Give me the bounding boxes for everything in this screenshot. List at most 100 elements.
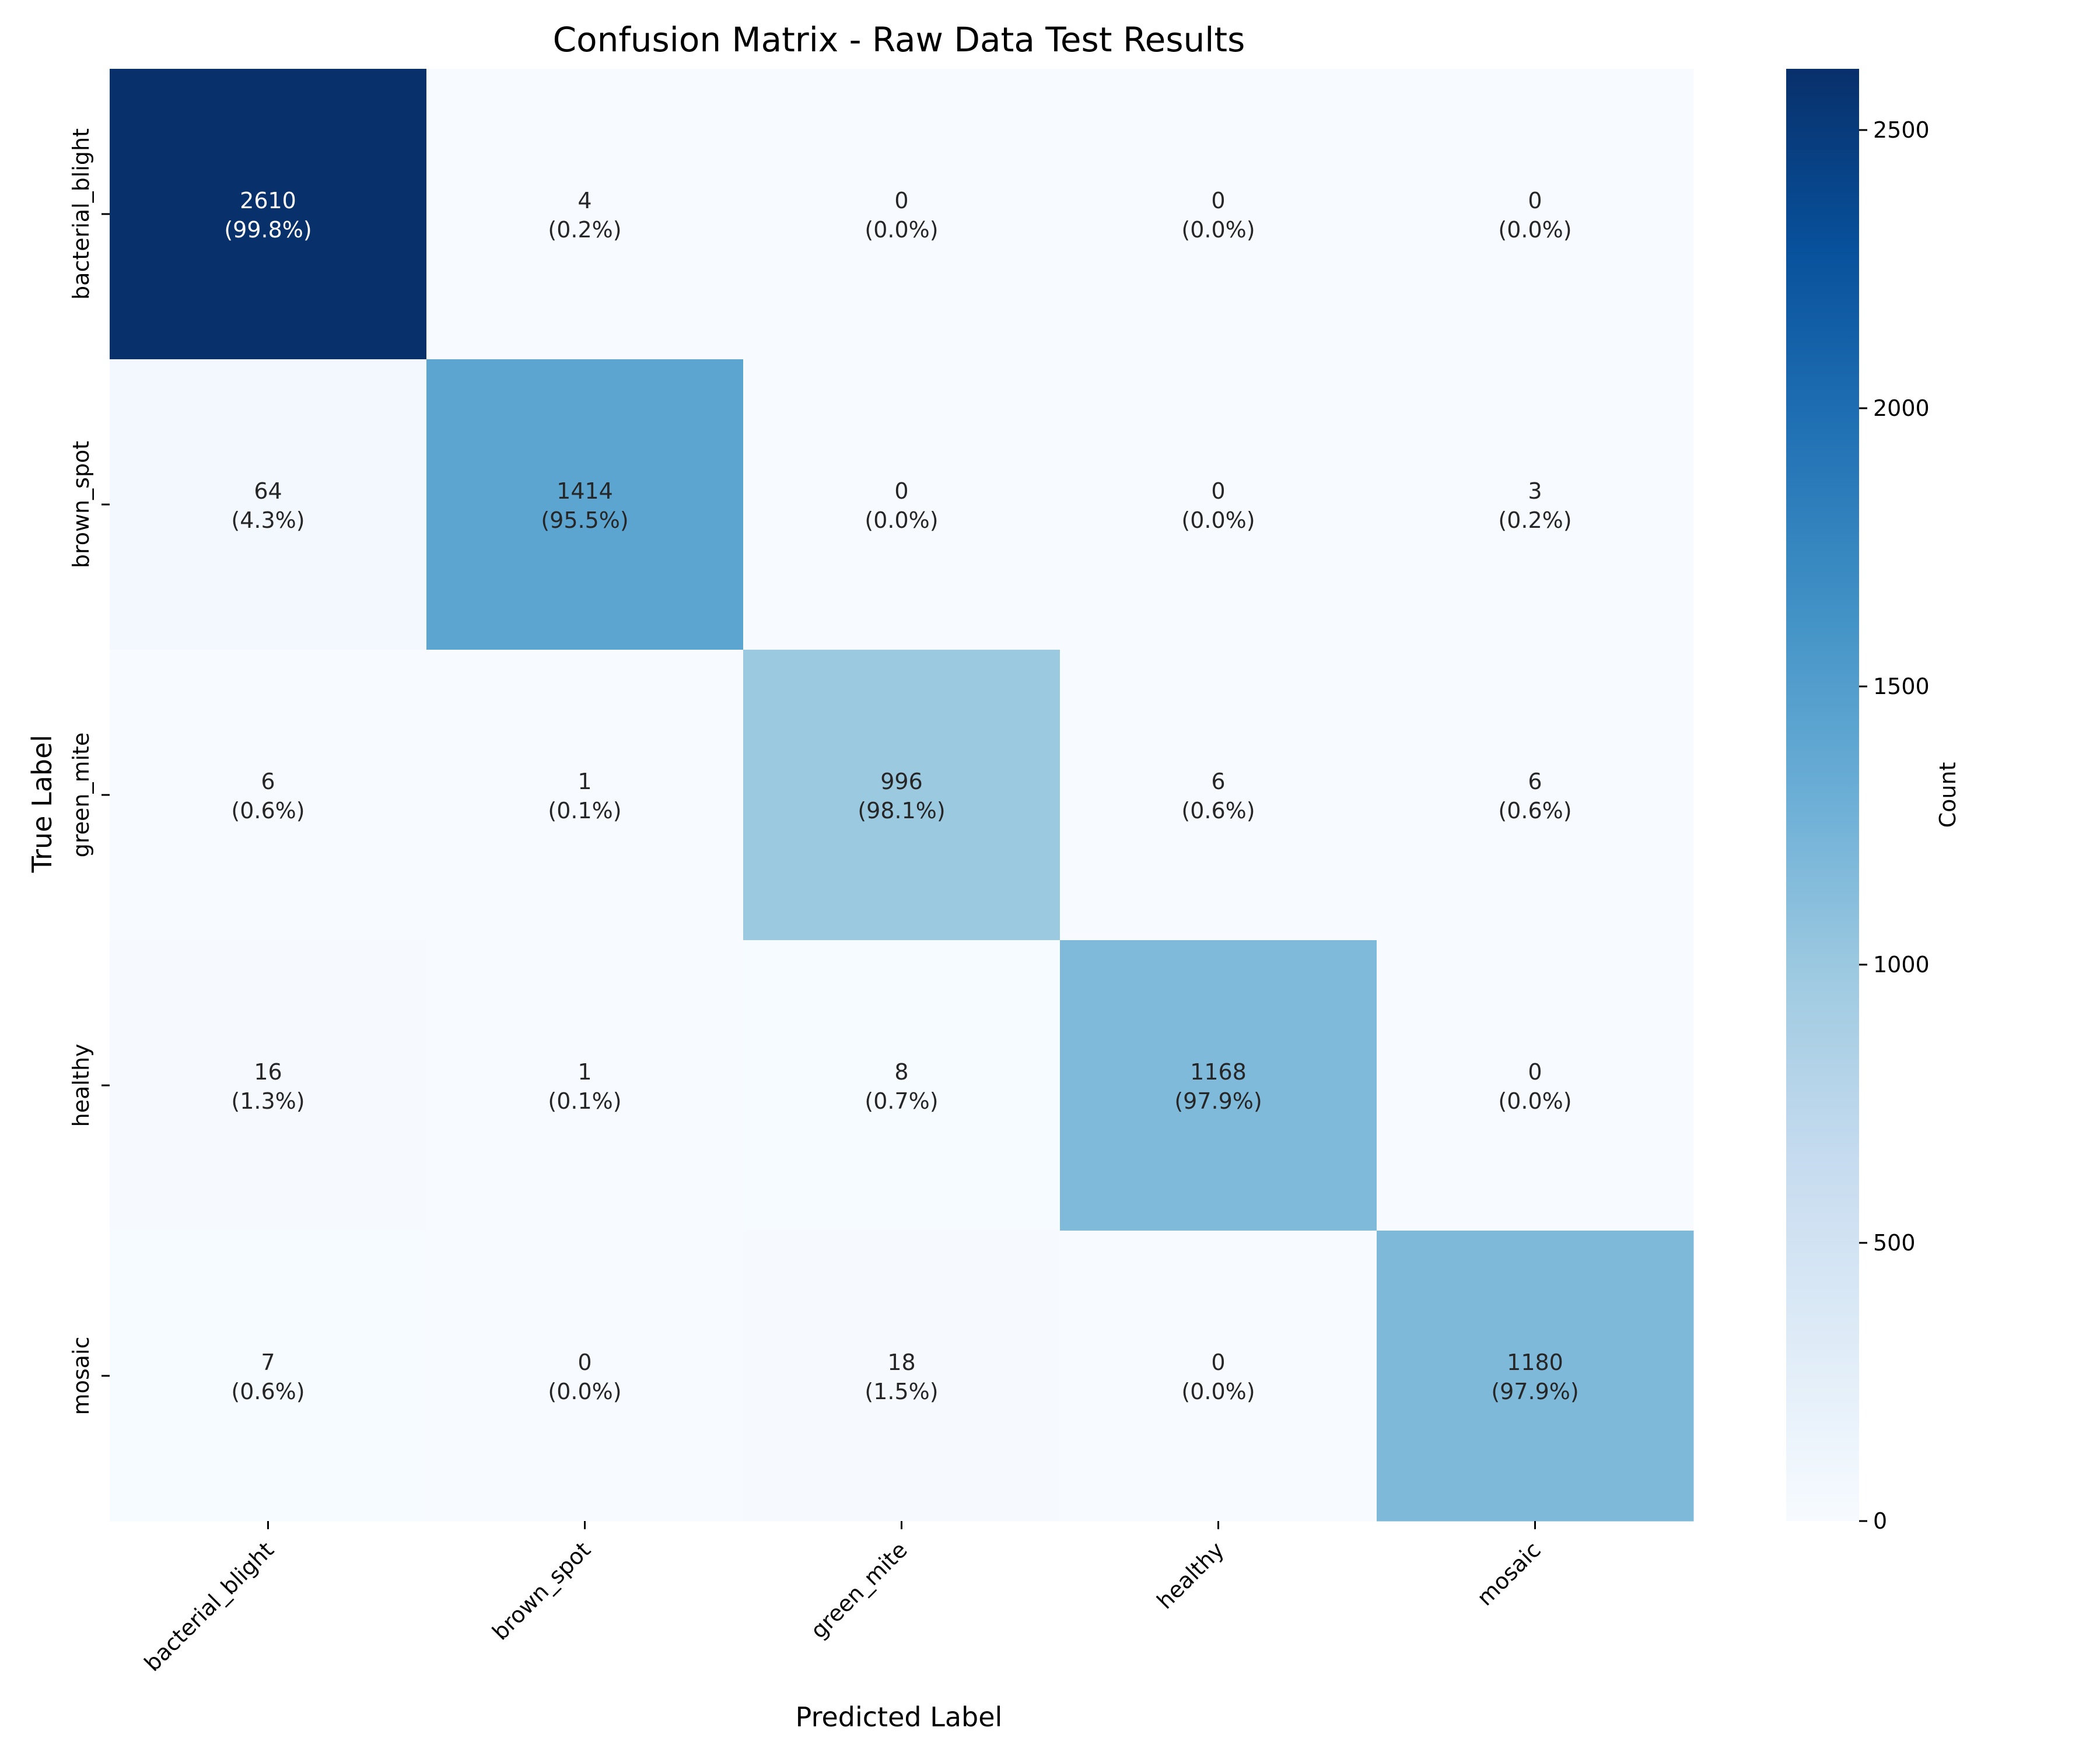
heatmap-cell	[1060, 1231, 1377, 1522]
cell-percent-label: (0.0%)	[864, 507, 938, 533]
cell-count-label: 0	[894, 188, 908, 213]
x-tick-label: mosaic	[1472, 1537, 1545, 1610]
cell-percent-label: (4.3%)	[231, 507, 304, 533]
cell-percent-label: (0.1%)	[548, 1088, 621, 1114]
heatmap-cell	[1377, 359, 1694, 650]
cell-percent-label: (1.5%)	[864, 1379, 938, 1404]
cell-count-label: 64	[254, 478, 282, 504]
chart-title: Confusion Matrix - Raw Data Test Results	[553, 20, 1245, 59]
cell-count-label: 4	[578, 188, 592, 213]
cell-count-label: 2610	[240, 188, 296, 213]
colorbar-tick-label: 2000	[1873, 395, 1930, 421]
x-tick-label: green_mite	[806, 1537, 912, 1644]
heatmap-cell	[743, 650, 1060, 941]
colorbar-gradient	[1786, 69, 1859, 1521]
cell-count-label: 0	[1211, 188, 1225, 213]
x-axis-label: Predicted Label	[796, 1701, 1003, 1733]
heatmap-cell	[1377, 940, 1694, 1231]
y-tick-label: healthy	[68, 1044, 94, 1127]
cell-percent-label: (0.2%)	[1498, 507, 1572, 533]
colorbar-tick-label: 500	[1873, 1230, 1916, 1256]
heatmap-cell	[743, 69, 1060, 360]
heatmap-cells	[110, 69, 1694, 1522]
cell-count-label: 3	[1528, 478, 1542, 504]
cell-percent-label: (0.0%)	[1181, 217, 1255, 243]
heatmap-cell	[110, 940, 427, 1231]
cell-count-label: 1168	[1190, 1059, 1247, 1085]
cell-count-label: 16	[254, 1059, 282, 1085]
y-tick-label: green_mite	[68, 733, 94, 858]
cell-count-label: 0	[1211, 1350, 1225, 1375]
colorbar-tick-label: 0	[1873, 1508, 1887, 1534]
cell-count-label: 6	[1528, 769, 1542, 794]
colorbar-ticks: 0 500 1000 1500 2000 2500	[1859, 117, 1930, 1534]
heatmap-cell	[1377, 69, 1694, 360]
heatmap-cell	[110, 69, 427, 360]
heatmap-cell	[1060, 359, 1377, 650]
x-tick-label: brown_spot	[487, 1537, 596, 1645]
heatmap-cell	[110, 650, 427, 941]
heatmap-cell	[1060, 650, 1377, 941]
cell-percent-label: (97.9%)	[1174, 1088, 1262, 1114]
heatmap-cell	[426, 940, 744, 1231]
cell-percent-label: (0.6%)	[1498, 798, 1572, 824]
heatmap-cell	[743, 1231, 1060, 1522]
cell-percent-label: (0.2%)	[548, 217, 621, 243]
cell-count-label: 1414	[556, 478, 613, 504]
cell-percent-label: (0.6%)	[1181, 798, 1255, 824]
heatmap-cell	[426, 359, 744, 650]
cell-count-label: 1	[578, 1059, 592, 1085]
cell-count-label: 0	[578, 1350, 592, 1375]
cell-percent-label: (0.0%)	[1181, 1379, 1255, 1404]
cell-count-label: 0	[894, 478, 908, 504]
heatmap-cell	[743, 359, 1060, 650]
cell-labels: 2610 (99.8%) 4 (0.2%) 0 (0.0%) 0 (0.0%) 0 (0.0%) 6…	[224, 188, 1578, 1404]
colorbar	[1786, 69, 1859, 1521]
x-tick-label: bacterial_blight	[139, 1537, 279, 1676]
colorbar-tick-label: 1500	[1873, 674, 1930, 699]
cell-percent-label: (0.0%)	[1181, 507, 1255, 533]
cell-count-label: 0	[1211, 478, 1225, 504]
cell-count-label: 6	[1211, 769, 1225, 794]
cell-percent-label: (0.0%)	[1498, 217, 1572, 243]
heatmap-cell	[426, 69, 744, 360]
colorbar-label: Count	[1935, 762, 1961, 828]
heatmap-cell	[426, 650, 744, 941]
cell-count-label: 18	[887, 1350, 915, 1375]
heatmap-cell	[110, 359, 427, 650]
cell-count-label: 7	[261, 1350, 275, 1375]
y-tick-label: brown_spot	[68, 441, 94, 568]
cell-count-label: 0	[1528, 1059, 1542, 1085]
heatmap-cell	[1060, 69, 1377, 360]
cell-percent-label: (0.1%)	[548, 798, 621, 824]
heatmap-cell	[1377, 650, 1694, 941]
cell-percent-label: (0.7%)	[864, 1088, 938, 1114]
cell-percent-label: (0.6%)	[231, 1379, 304, 1404]
y-axis: bacterial_blight brown_spot green_miteheal…	[68, 128, 110, 1415]
x-axis: bacterial_blight brown_spot green_mite heal…	[139, 1521, 1546, 1676]
cell-percent-label: (0.0%)	[548, 1379, 621, 1404]
x-tick-label: healthy	[1152, 1537, 1229, 1614]
cell-percent-label: (97.9%)	[1491, 1379, 1578, 1404]
cell-percent-label: (95.5%)	[541, 507, 628, 533]
heatmap-cell	[1377, 1231, 1694, 1522]
y-tick-label: mosaic	[68, 1337, 94, 1415]
cell-percent-label: (0.0%)	[864, 217, 938, 243]
heatmap-cell	[1060, 940, 1377, 1231]
cell-count-label: 996	[880, 769, 923, 794]
heatmap-cell	[110, 1231, 427, 1522]
cell-percent-label: (0.0%)	[1498, 1088, 1572, 1114]
cell-count-label: 6	[261, 769, 275, 794]
cell-count-label: 1180	[1507, 1350, 1563, 1375]
cell-percent-label: (0.6%)	[231, 798, 304, 824]
colorbar-tick-label: 2500	[1873, 117, 1930, 143]
cell-count-label: 8	[894, 1059, 908, 1085]
colorbar-tick-label: 1000	[1873, 952, 1930, 977]
heatmap-cell	[743, 940, 1060, 1231]
y-axis-label: True Label	[26, 735, 58, 873]
cell-percent-label: (98.1%)	[858, 798, 945, 824]
y-tick-label: bacterial_blight	[68, 128, 94, 300]
cell-count-label: 0	[1528, 188, 1542, 213]
